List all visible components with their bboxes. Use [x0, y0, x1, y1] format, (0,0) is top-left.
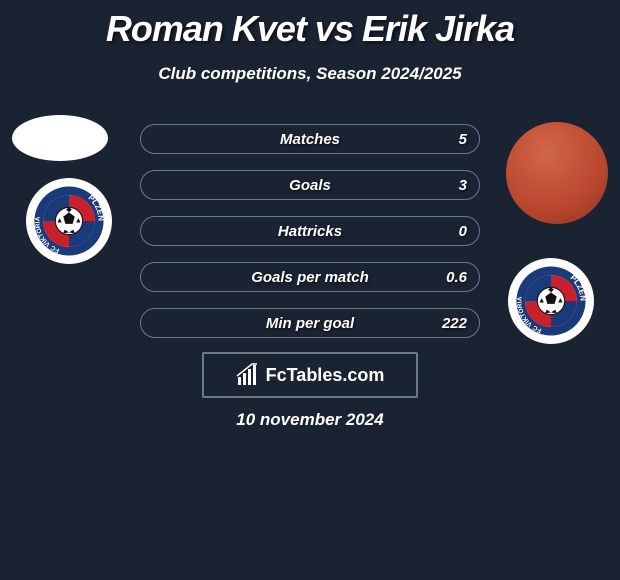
stat-label: Min per goal [266, 315, 354, 332]
stat-value: 0.6 [446, 269, 467, 286]
player-avatar-right [506, 122, 608, 224]
stat-label: Hattricks [278, 223, 342, 240]
stat-row: Min per goal 222 [140, 308, 480, 338]
plzen-logo-icon: PLZEN FC VIKTORIA [515, 265, 587, 337]
subtitle: Club competitions, Season 2024/2025 [0, 64, 620, 84]
plzen-logo-icon: PLZEN FC VIKTORIA [33, 185, 105, 257]
stat-label: Goals [289, 177, 331, 194]
stat-row: Goals 3 [140, 170, 480, 200]
stat-row: Hattricks 0 [140, 216, 480, 246]
branding-text: FcTables.com [266, 365, 385, 386]
stat-value: 5 [459, 131, 467, 148]
stats-container: Matches 5 Goals 3 Hattricks 0 Goals per … [140, 124, 480, 354]
stat-row: Goals per match 0.6 [140, 262, 480, 292]
club-logo-left: PLZEN FC VIKTORIA [26, 178, 112, 264]
date-text: 10 november 2024 [0, 410, 620, 430]
player-avatar-left [12, 115, 108, 161]
stat-label: Goals per match [251, 269, 369, 286]
page-title: Roman Kvet vs Erik Jirka [0, 0, 620, 50]
stat-value: 222 [442, 315, 467, 332]
stat-row: Matches 5 [140, 124, 480, 154]
branding-box: FcTables.com [202, 352, 418, 398]
chart-icon [236, 363, 260, 387]
stat-value: 0 [459, 223, 467, 240]
stat-label: Matches [280, 131, 340, 148]
club-logo-right: PLZEN FC VIKTORIA [508, 258, 594, 344]
stat-value: 3 [459, 177, 467, 194]
